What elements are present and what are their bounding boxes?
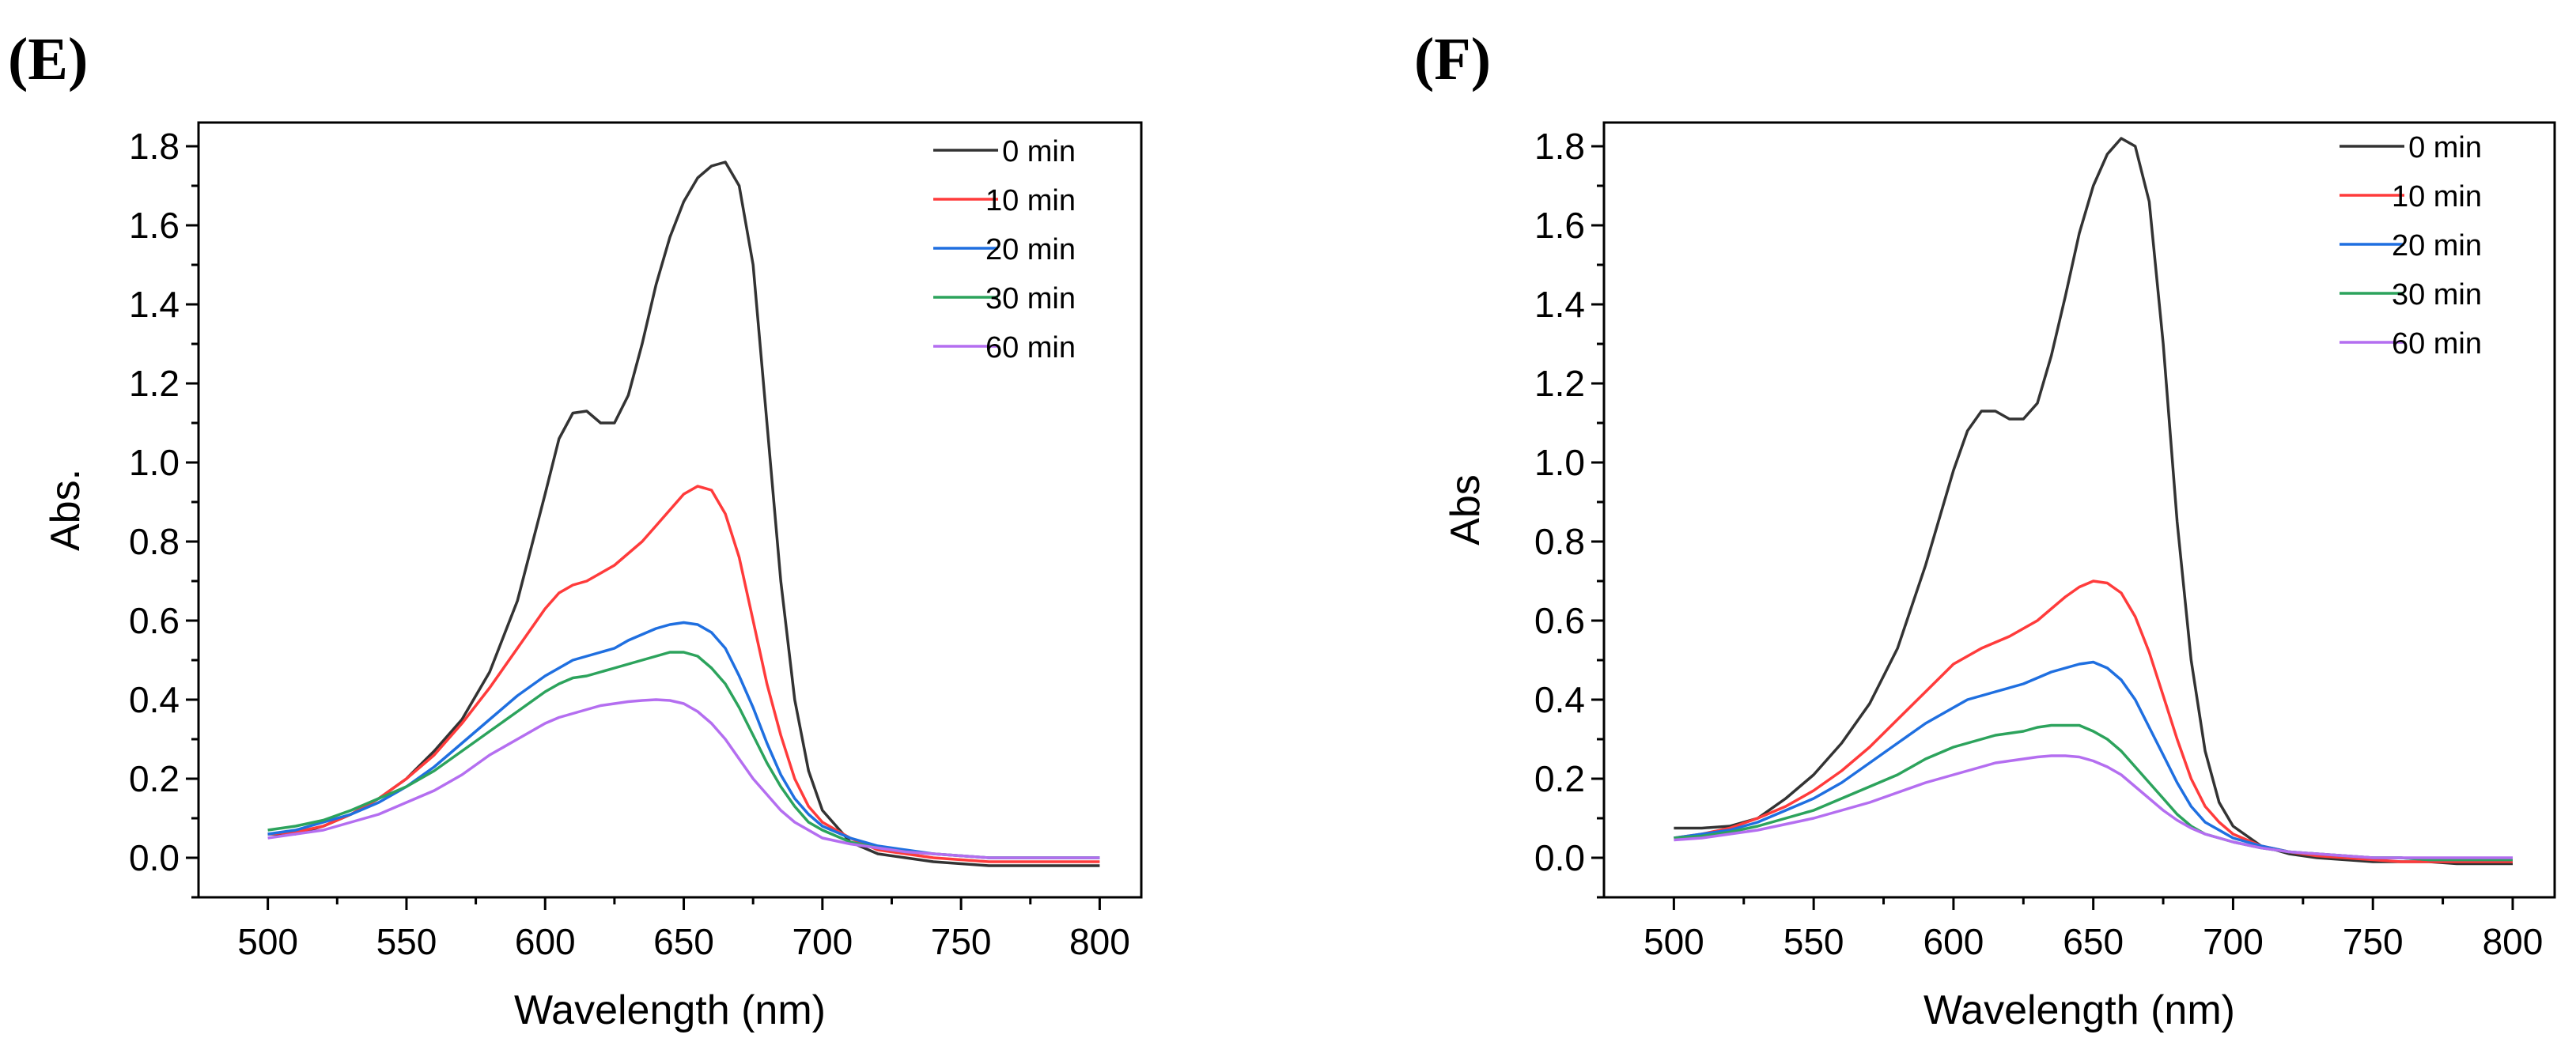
x-tick-label: 550	[1784, 921, 1844, 962]
x-tick-label: 700	[2203, 921, 2264, 962]
legend-label: 0 min	[2408, 131, 2482, 164]
plot-frame	[1602, 121, 2556, 899]
legend-label: 60 min	[985, 331, 1076, 364]
x-tick-label: 550	[376, 921, 437, 962]
x-tick-label: 600	[1923, 921, 1984, 962]
y-axis-title: Abs.	[43, 469, 89, 551]
y-tick-label: 0.2	[1534, 758, 1585, 799]
y-tick-label: 1.6	[1534, 205, 1585, 246]
y-tick-label: 1.8	[129, 126, 180, 167]
x-tick-label: 700	[792, 921, 853, 962]
y-tick-label: 1.2	[129, 363, 180, 404]
series-line-10-min	[1674, 579, 2513, 863]
y-tick-label: 0.8	[129, 521, 180, 562]
y-tick-label: 1.8	[1534, 126, 1585, 167]
legend-label: 60 min	[2392, 327, 2482, 361]
y-tick-label: 0.2	[129, 758, 180, 799]
chart-1: 500 550 600 650 700 750 800 0.0 0.2 0.4 0.6 0.8 1.0 1…	[1443, 121, 2556, 1033]
y-tick-label: 0.6	[1534, 600, 1585, 641]
x-tick-label: 650	[2063, 921, 2124, 962]
series-line-0-min	[1674, 137, 2513, 866]
y-tick-label: 0.4	[129, 679, 180, 720]
x-axis-title: Wavelength (nm)	[1923, 987, 2235, 1033]
y-tick-label: 1.6	[129, 205, 180, 246]
y-tick-label: 0.0	[129, 837, 180, 878]
legend-label: 30 min	[985, 282, 1076, 315]
x-tick-label: 800	[1069, 921, 1130, 962]
x-axis-title: Wavelength (nm)	[514, 987, 826, 1033]
y-tick-label: 0.8	[1534, 521, 1585, 562]
legend-label: 10 min	[2392, 180, 2482, 213]
y-tick-label: 1.0	[1534, 442, 1585, 483]
series-line-60-min	[1674, 754, 2513, 859]
y-tick-label: 1.4	[1534, 284, 1585, 325]
y-tick-label: 1.2	[1534, 363, 1585, 404]
y-tick-label: 0.4	[1534, 679, 1585, 720]
chart-0: 500 550 600 650 700 750 800 0.0 0.2 0.4 0.6 0.8 1.0 1…	[43, 121, 1143, 1033]
series-line-20-min	[267, 621, 1100, 859]
legend-label: 0 min	[1002, 135, 1076, 168]
y-tick-label: 1.4	[129, 284, 180, 325]
panel-label-e: (E)	[8, 26, 89, 92]
x-tick-label: 750	[2343, 921, 2404, 962]
panel-label-f: (F)	[1414, 26, 1492, 92]
y-tick-label: 0.6	[129, 600, 180, 641]
x-tick-label: 500	[1644, 921, 1704, 962]
x-tick-label: 600	[515, 921, 576, 962]
x-tick-label: 750	[931, 921, 992, 962]
series-line-30-min	[1674, 723, 2513, 862]
series-line-30-min	[267, 651, 1100, 859]
legend-label: 10 min	[985, 184, 1076, 217]
y-axis-title: Abs	[1443, 474, 1488, 545]
plot-frame	[197, 121, 1143, 899]
x-tick-label: 800	[2483, 921, 2544, 962]
x-tick-label: 500	[237, 921, 298, 962]
legend-label: 30 min	[2392, 278, 2482, 311]
y-tick-label: 1.0	[129, 442, 180, 483]
x-tick-label: 650	[653, 921, 714, 962]
legend-label: 20 min	[2392, 229, 2482, 262]
legend-label: 20 min	[985, 233, 1076, 266]
series-line-60-min	[267, 698, 1100, 859]
series-line-0-min	[267, 160, 1100, 867]
series-line-10-min	[267, 485, 1100, 863]
y-tick-label: 0.0	[1534, 837, 1585, 878]
